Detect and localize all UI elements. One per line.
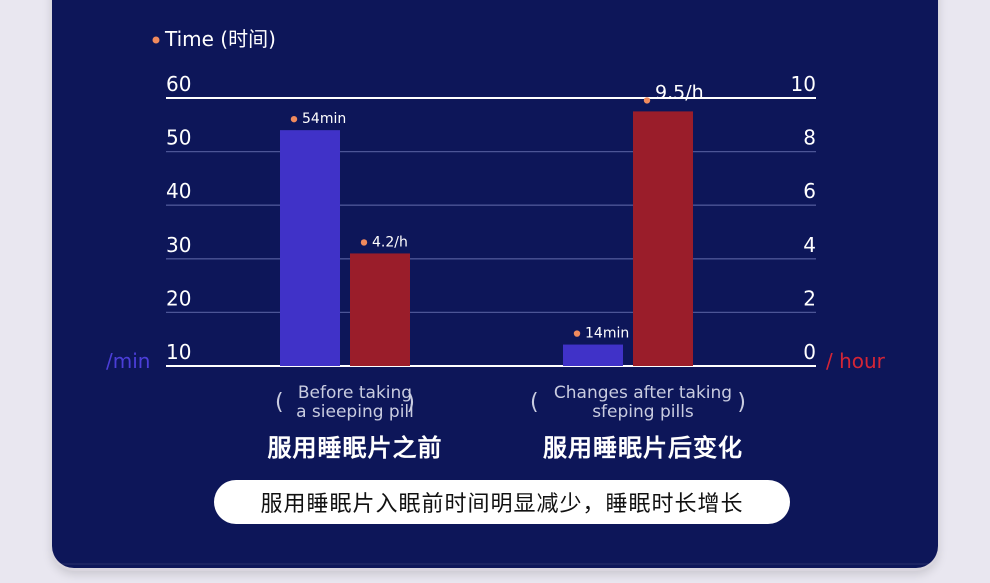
chart-title: Time (时间) [164,27,276,51]
right-tick-label: 2 [803,286,816,310]
right-axis-unit: / hour [826,349,886,373]
right-tick-label: 10 [791,72,816,96]
left-axis-unit: /min [106,349,150,373]
title-marker-dot [152,36,160,44]
bar-min [280,130,340,366]
left-tick-label: 10 [166,340,191,364]
left-tick-label: 20 [166,286,191,310]
right-tick-label: 0 [803,340,816,364]
right-tick-label: 6 [803,179,816,203]
value-marker-dot [643,97,651,104]
data-label: 4.2/h [372,234,408,250]
category-before: ( Before taking a sieeping pill ) 服用睡眠片之… [244,384,466,463]
bar-min [563,344,623,366]
paren-right: ) [737,390,746,415]
paren-right: ) [406,390,415,415]
value-marker-dot [290,115,298,123]
summary-banner: 服用睡眠片入眠前时间明显减少，睡眠时长增长 [214,480,790,524]
category-en-line2: sfeping pills [592,402,694,422]
category-cn-label: 服用睡眠片后变化 [543,434,743,462]
data-label: 9.5/h [655,81,704,103]
category-en-line2: a sieeping pill [296,402,414,422]
value-marker-dot [360,239,368,246]
data-label: 14min [585,326,629,342]
category-cn-label: 服用睡眠片之前 [267,434,443,462]
left-tick-label: 50 [166,126,191,150]
left-tick-label: 60 [166,72,191,96]
category-after: ( Changes after taking sfeping pills ) 服… [520,384,766,463]
left-tick-label: 30 [166,233,191,257]
category-en-line1: Changes after taking [553,383,733,403]
paren-left: ( [275,390,284,415]
bar-hour [633,111,693,367]
category-en-line1: Before taking [297,383,413,403]
paren-left: ( [530,390,539,415]
right-tick-label: 4 [803,233,816,257]
chart-card [52,0,938,568]
bar-hour [350,253,410,366]
right-tick-label: 8 [803,126,816,150]
value-marker-dot [573,330,581,337]
data-label: 54min [302,111,346,127]
left-tick-label: 40 [166,179,191,203]
